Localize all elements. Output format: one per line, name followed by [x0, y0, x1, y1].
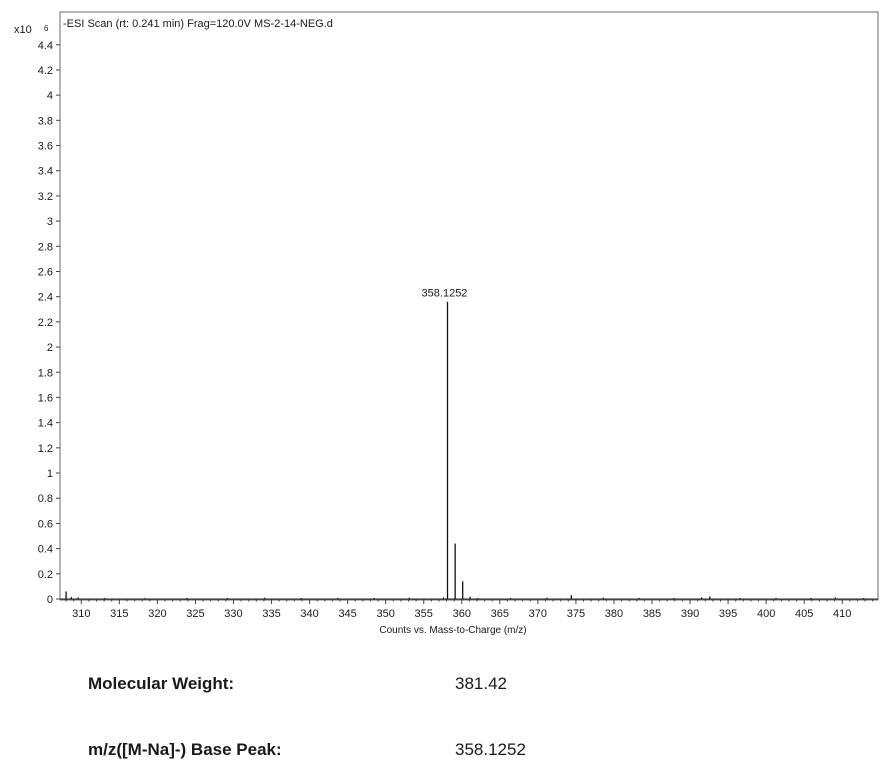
x-tick-label: 405: [795, 608, 813, 620]
x-tick-label: 350: [376, 608, 394, 620]
x-tick-label: 345: [338, 608, 356, 620]
mass-spectrum-chart: x10 6 -ESI Scan (rt: 0.241 min) Frag=120…: [14, 11, 879, 636]
x-tick-label: 355: [415, 608, 433, 620]
x-tick-label: 325: [186, 608, 204, 620]
x-tick-label: 365: [491, 608, 509, 620]
x-tick-label: 370: [529, 608, 547, 620]
chart-title: -ESI Scan (rt: 0.241 min) Frag=120.0V MS…: [63, 18, 333, 30]
x-tick-label: 410: [833, 608, 851, 620]
x-tick-label: 400: [757, 608, 775, 620]
y-tick-label: 4.4: [38, 40, 53, 52]
y-tick-label: 1.2: [38, 443, 53, 455]
y-tick-label: 2: [47, 342, 53, 354]
y-tick-label: 2.6: [38, 266, 53, 278]
x-tick-label: 395: [719, 608, 737, 620]
y-tick-label: 0.2: [38, 569, 53, 581]
y-multiplier-label: x10: [14, 24, 32, 36]
x-tick-label: 335: [262, 608, 280, 620]
y-exponent-label: 6: [44, 24, 49, 33]
y-tick-label: 3: [47, 216, 53, 228]
x-axis: 310 315 320 325 330 335 340 345 350 355 360 365 370 3…: [65, 599, 874, 620]
y-tick-label: 0.6: [38, 518, 53, 530]
y-tick-label: 1.4: [38, 418, 53, 430]
y-tick-label: 2.2: [38, 317, 53, 329]
x-tick-label: 390: [681, 608, 699, 620]
y-tick-label: 0: [47, 594, 53, 606]
x-tick-label: 375: [567, 608, 585, 620]
peak-label: 358.1252: [422, 288, 468, 300]
y-tick-label: 0.8: [38, 493, 53, 505]
x-tick-label: 380: [605, 608, 623, 620]
y-tick-label: 2.4: [38, 292, 53, 304]
y-tick-label: 3.2: [38, 191, 53, 203]
x-tick-label: 310: [72, 608, 90, 620]
x-tick-label: 340: [300, 608, 318, 620]
y-tick-label: 4.2: [38, 65, 53, 77]
y-tick-label: 3.6: [38, 141, 53, 153]
base-peak-label: m/z([M-Na]-) Base Peak:: [88, 740, 282, 759]
x-tick-label: 330: [224, 608, 242, 620]
y-tick-label: 4: [47, 90, 53, 102]
molecular-weight-value: 381.42: [455, 674, 507, 693]
y-tick-label: 1: [47, 468, 53, 480]
x-tick-label: 320: [148, 608, 166, 620]
peaks: 358.1252: [60, 288, 878, 600]
y-tick-label: 3.8: [38, 115, 53, 127]
plot-frame: [59, 11, 879, 601]
x-axis-label: Counts vs. Mass-to-Charge (m/z): [379, 625, 526, 636]
molecular-weight-label: Molecular Weight:: [88, 674, 235, 693]
y-tick-label: 2.8: [38, 241, 53, 253]
x-tick-label: 315: [110, 608, 128, 620]
y-tick-label: 0.4: [38, 544, 53, 556]
y-tick-label: 3.4: [38, 166, 53, 178]
x-tick-label: 385: [643, 608, 661, 620]
y-tick-label: 1.8: [38, 367, 53, 379]
y-tick-label: 1.6: [38, 392, 53, 404]
y-axis: 0 0.2 0.4 0.6 0.8 1 1.2 1.4 1.6 1.8 2 2.2 2.4 2.6 2.8 3…: [38, 40, 60, 606]
base-peak-value: 358.1252: [455, 740, 526, 759]
x-tick-label: 360: [453, 608, 471, 620]
